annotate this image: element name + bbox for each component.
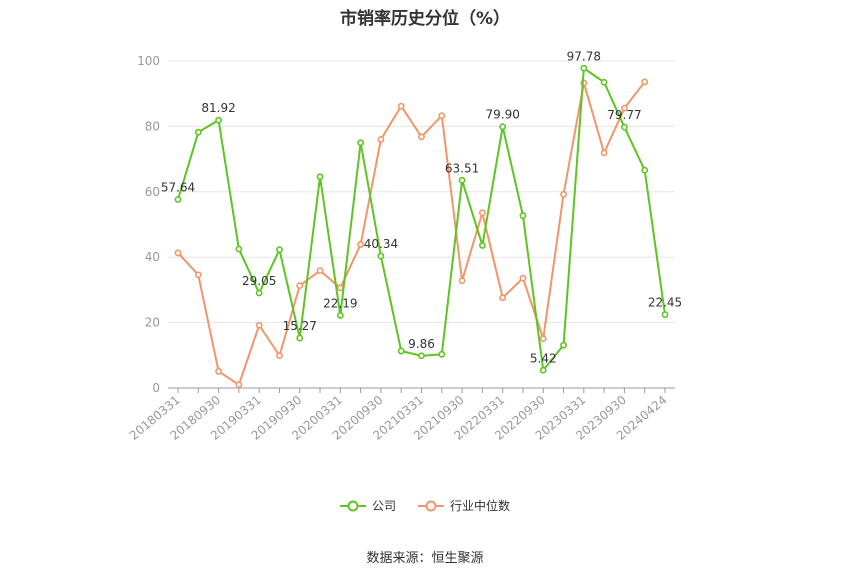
data-label-company: 63.51 [445, 161, 479, 175]
data-point-industry [194, 271, 202, 279]
legend-item-company[interactable]: 公司 [339, 497, 396, 514]
data-point-company [499, 123, 507, 131]
data-label-company: 5.42 [530, 351, 557, 365]
data-point-company [539, 366, 547, 374]
data-label-company: 22.19 [323, 296, 357, 310]
line-chart: 0204060801002018033120180930201903312019… [127, 49, 682, 443]
data-point-industry [296, 282, 304, 290]
data-point-company [641, 166, 649, 174]
y-tick-label: 60 [145, 185, 160, 199]
y-tick-label: 80 [145, 119, 160, 133]
data-label-company: 29.05 [242, 274, 276, 288]
data-point-industry [377, 136, 385, 143]
y-tick-label: 40 [145, 250, 160, 264]
data-point-company [255, 289, 263, 297]
legend-label-company: 公司 [371, 499, 396, 513]
data-point-industry [276, 352, 283, 360]
data-point-industry [539, 335, 547, 343]
data-label-company: 40.34 [364, 237, 398, 251]
data-point-industry [641, 78, 649, 86]
data-point-company [458, 176, 466, 184]
data-point-company [194, 128, 202, 136]
legend-item-industry[interactable]: 行业中位数 [418, 497, 510, 514]
data-point-industry [215, 367, 222, 375]
data-point-industry [397, 102, 405, 110]
data-label-company: 81.92 [201, 101, 235, 115]
data-point-industry [336, 284, 344, 292]
legend: 公司 行业中位数 [0, 497, 850, 514]
data-point-company [377, 252, 385, 260]
data-label-company: 57.64 [161, 181, 195, 195]
data-label-company: 15.27 [283, 319, 317, 333]
data-point-industry [316, 267, 324, 275]
data-point-company [621, 123, 628, 131]
data-label-company: 79.77 [607, 108, 641, 122]
data-point-company [215, 116, 222, 124]
data-label-company: 97.78 [567, 49, 601, 63]
data-point-company [296, 334, 304, 342]
data-point-company [560, 341, 567, 349]
data-source: 数据来源：恒生聚源 [366, 551, 484, 566]
legend-marker-company-icon [339, 500, 366, 511]
data-point-company [174, 196, 182, 203]
data-point-industry [600, 149, 608, 157]
data-point-industry [357, 241, 365, 248]
legend-label-industry: 行业中位数 [450, 499, 511, 513]
data-label-company: 22.45 [648, 296, 682, 310]
data-point-company [336, 312, 344, 319]
data-point-industry [255, 321, 263, 329]
data-label-company: 79.90 [485, 108, 519, 122]
data-point-company [478, 242, 486, 249]
data-point-company [397, 347, 405, 355]
data-point-company [357, 139, 365, 147]
data-point-company [276, 246, 283, 254]
data-label-company: 9.86 [408, 337, 435, 351]
chart-title: 市销率历史分位（%） [339, 9, 511, 29]
y-tick-label: 20 [145, 316, 160, 330]
data-point-company [316, 173, 324, 181]
data-point-industry [519, 274, 527, 282]
data-point-company [438, 350, 446, 358]
y-tick-label: 0 [152, 381, 160, 395]
data-point-industry [621, 104, 628, 112]
data-point-industry [418, 133, 425, 141]
data-point-industry [235, 381, 243, 389]
data-point-industry [478, 209, 486, 217]
data-point-industry [174, 249, 182, 257]
y-tick-label: 100 [137, 54, 160, 68]
data-point-industry [458, 277, 466, 285]
data-point-company [235, 245, 243, 253]
legend-marker-industry-icon [418, 500, 444, 511]
data-point-industry [438, 112, 446, 120]
data-point-industry [560, 191, 567, 198]
series-line-industry [177, 81, 646, 386]
data-point-company [519, 212, 527, 220]
data-point-company [580, 64, 588, 72]
data-point-company [600, 78, 608, 86]
data-point-company [418, 352, 425, 360]
data-point-industry [499, 294, 507, 302]
data-point-company [661, 311, 669, 318]
